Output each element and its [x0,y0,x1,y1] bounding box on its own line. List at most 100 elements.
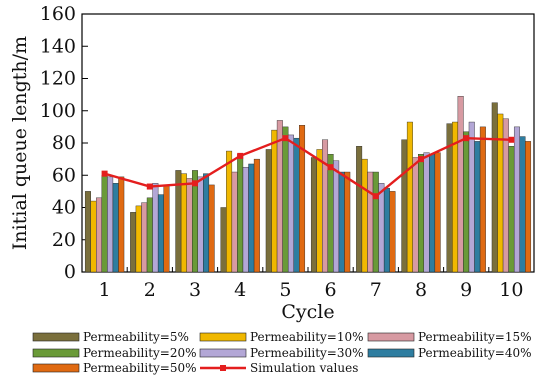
bar [384,188,390,272]
bar [373,172,379,272]
bar [96,198,102,272]
bar [407,122,413,272]
simulation-point [102,171,108,177]
bar [492,103,498,272]
bar [435,153,441,272]
x-axis-title: Cycle [281,301,334,323]
bar [141,203,147,272]
y-tick-label: 20 [52,229,76,251]
legend-marker [220,365,226,371]
bar [203,174,209,272]
bar [339,172,345,272]
simulation-point [418,156,424,162]
bar [498,114,504,272]
y-tick-label: 160 [40,3,76,25]
legend-label: Simulation values [250,361,358,375]
simulation-point [328,164,334,170]
bar [198,177,204,272]
bar [294,138,300,272]
y-tick-label: 120 [40,68,76,90]
bar [277,120,283,272]
x-tick-label: 8 [415,279,427,301]
bar [458,96,464,272]
simulation-point [282,135,288,141]
y-tick-label: 60 [52,164,76,186]
bar [272,130,278,272]
legend-swatch [368,333,414,341]
legend-swatch [33,333,79,341]
bar [429,154,435,272]
bar [317,149,323,272]
bar [221,208,227,273]
bar [107,177,113,272]
bar [136,206,142,272]
x-tick-label: 2 [144,279,156,301]
y-tick-label: 40 [52,197,76,219]
bar [418,154,424,272]
bar [480,127,486,272]
bar [226,151,232,272]
bar [164,185,170,272]
bar [509,146,515,272]
legend-label: Permeability=30% [250,346,364,360]
bar [520,137,526,272]
y-tick-label: 140 [40,35,76,57]
bar [209,185,215,272]
bar [85,191,91,272]
simulation-point [463,135,469,141]
bar [187,178,193,272]
bar [367,172,373,272]
bar [91,201,97,272]
bar [525,141,531,272]
bar [153,183,159,272]
bar [328,154,334,272]
bar [333,161,339,272]
y-tick-label: 100 [40,100,76,122]
bar [311,158,317,272]
bar [266,149,272,272]
simulation-point [373,193,379,199]
bar [503,119,509,272]
bar [514,127,520,272]
bar [243,167,249,272]
y-axis: 0 20 40 60 80 100 120 140 160 [40,3,88,283]
simulation-point [147,184,153,190]
legend-swatch [33,364,79,372]
legend-label: Permeability=5% [83,330,189,344]
bar [102,175,108,272]
simulation-point [192,180,198,186]
x-tick-label: 9 [460,279,472,301]
bar [362,159,368,272]
bar [475,141,481,272]
bar [413,158,419,272]
legend: Permeability=5% Permeability=10% Permeabil… [33,330,532,375]
legend-label: Permeability=50% [83,361,197,375]
bar [402,140,408,272]
bar [113,183,119,272]
bar [158,195,164,272]
bar [130,212,136,272]
legend-label: Permeability=10% [250,330,364,344]
x-tick-label: 1 [99,279,111,301]
bar [147,198,153,272]
bar [469,122,475,272]
legend-swatch [368,349,414,357]
bar [237,154,243,272]
y-tick-label: 0 [64,261,76,283]
legend-label: Permeability=15% [418,330,532,344]
bar [390,191,396,272]
legend-label: Permeability=40% [418,346,532,360]
x-tick-label: 7 [370,279,382,301]
bar [118,177,124,272]
simulation-point [237,153,243,159]
legend-label: Permeability=20% [83,346,197,360]
bar [288,135,294,272]
legend-swatch [200,333,246,341]
bar [181,174,187,272]
legend-swatch [33,349,79,357]
y-axis-title: Initial queue length/m [9,36,31,250]
bar [379,183,385,272]
legend-swatch [200,349,246,357]
bar [249,164,255,272]
